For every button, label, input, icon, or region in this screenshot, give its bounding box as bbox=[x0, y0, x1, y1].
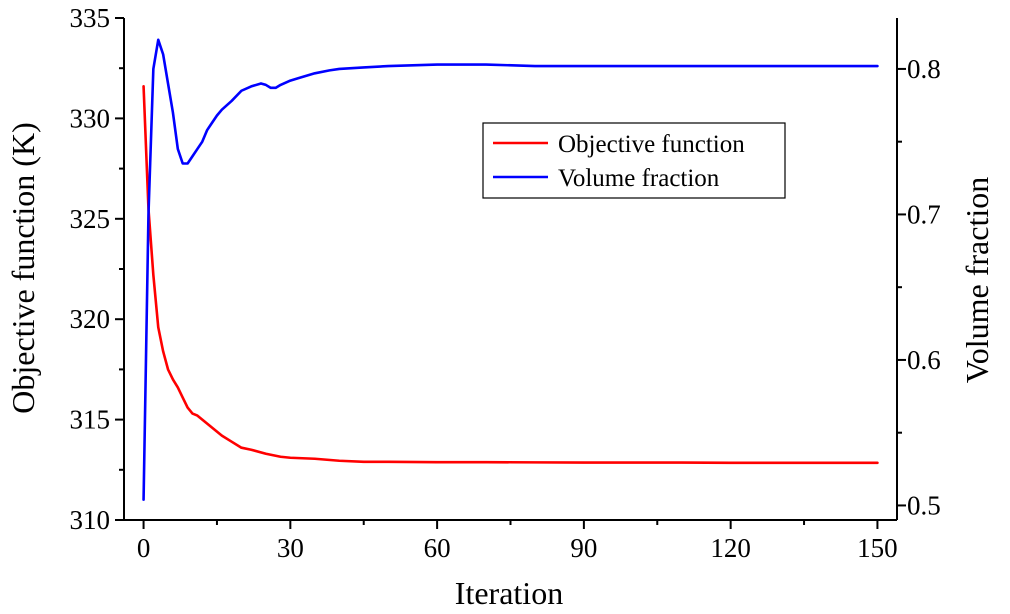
y-tick-label: 325 bbox=[70, 204, 111, 234]
y2-tick-label: 0.7 bbox=[907, 199, 941, 229]
x-tick-label: 150 bbox=[857, 533, 898, 563]
tick-labels: 0 30 60 90 120 150 310 315 320 325 330 335 0.5 0.6 0.7… bbox=[70, 3, 941, 563]
y2-tick-label: 0.5 bbox=[907, 490, 941, 520]
y2-tick-label: 0.8 bbox=[907, 54, 941, 84]
x-tick-label: 60 bbox=[424, 533, 451, 563]
x-tick-label: 0 bbox=[137, 533, 151, 563]
series-line-objective-function bbox=[142, 84, 879, 465]
legend-label-objective-function: Objective function bbox=[558, 131, 745, 158]
x-axis-title: Iteration bbox=[455, 575, 563, 611]
legend: Objective function Volume fraction bbox=[482, 122, 786, 199]
y-tick-label: 335 bbox=[70, 3, 111, 33]
y2-tick-label: 0.6 bbox=[907, 345, 941, 375]
x-tick-label: 120 bbox=[710, 533, 751, 563]
y-tick-label: 330 bbox=[70, 103, 111, 133]
x-tick-label: 30 bbox=[277, 533, 304, 563]
x-tick-label: 90 bbox=[570, 533, 597, 563]
legend-box bbox=[482, 122, 786, 199]
y-tick-label: 315 bbox=[70, 405, 111, 435]
left-y-axis-title: Objective function (K) bbox=[5, 122, 41, 413]
y-tick-label: 310 bbox=[70, 505, 111, 535]
legend-label-volume-fraction: Volume fraction bbox=[558, 165, 720, 192]
axis-ticks bbox=[115, 17, 906, 529]
right-y-axis-title: Volume fraction bbox=[959, 177, 995, 383]
series-line-volume-fraction bbox=[142, 38, 879, 501]
y-tick-label: 320 bbox=[70, 304, 111, 334]
series-lines bbox=[142, 38, 879, 501]
